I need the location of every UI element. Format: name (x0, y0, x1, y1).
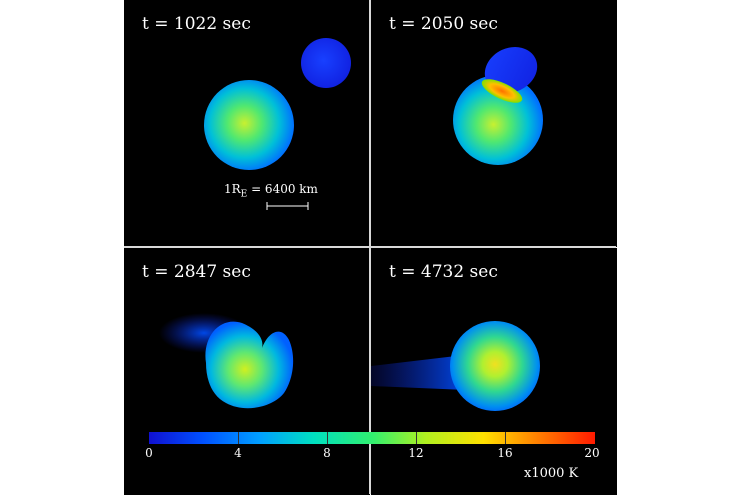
time-label: t = 2050 sec (389, 14, 498, 34)
merged-body (205, 321, 294, 409)
colorbar-tick (505, 432, 506, 444)
merged-body (450, 321, 540, 411)
panel-t1022: t = 1022 sec 1RE = 6400 km (124, 0, 370, 247)
time-label: t = 1022 sec (142, 14, 251, 34)
time-label: t = 2847 sec (142, 262, 251, 282)
panel-divider-horizontal (124, 246, 616, 248)
debris-tail (371, 356, 466, 390)
panel-3-render (159, 313, 294, 409)
panel-4-render (371, 321, 540, 411)
colorbar-tick-label: 0 (145, 446, 153, 460)
panel-t2050: t = 2050 sec (371, 0, 617, 247)
colorbar-unit-label: x1000 K (524, 466, 579, 481)
panel-2-render (453, 47, 543, 165)
colorbar-tick-label: 12 (408, 446, 424, 460)
target-planet (204, 80, 294, 170)
colorbar-tick-label: 8 (323, 446, 331, 460)
impactor-body (301, 38, 351, 88)
time-label: t = 4732 sec (389, 262, 498, 282)
colorbar-tick-label: 16 (497, 446, 513, 460)
colorbar-tick (327, 432, 328, 444)
simulation-figure: t = 1022 sec 1RE = 6400 km (124, 0, 617, 495)
colorbar-tick-label: 20 (584, 446, 600, 460)
colorbar-tick (238, 432, 239, 444)
colorbar-tick-label: 4 (234, 446, 242, 460)
panel-t4732: t = 4732 sec (371, 248, 617, 495)
panel-t2847: t = 2847 sec (124, 248, 370, 495)
colorbar-tick (416, 432, 417, 444)
scale-bar-label: 1RE = 6400 km (224, 182, 318, 200)
temperature-colorbar (149, 432, 595, 444)
panel-1-render (204, 38, 351, 170)
impact-hotspot (481, 79, 523, 103)
